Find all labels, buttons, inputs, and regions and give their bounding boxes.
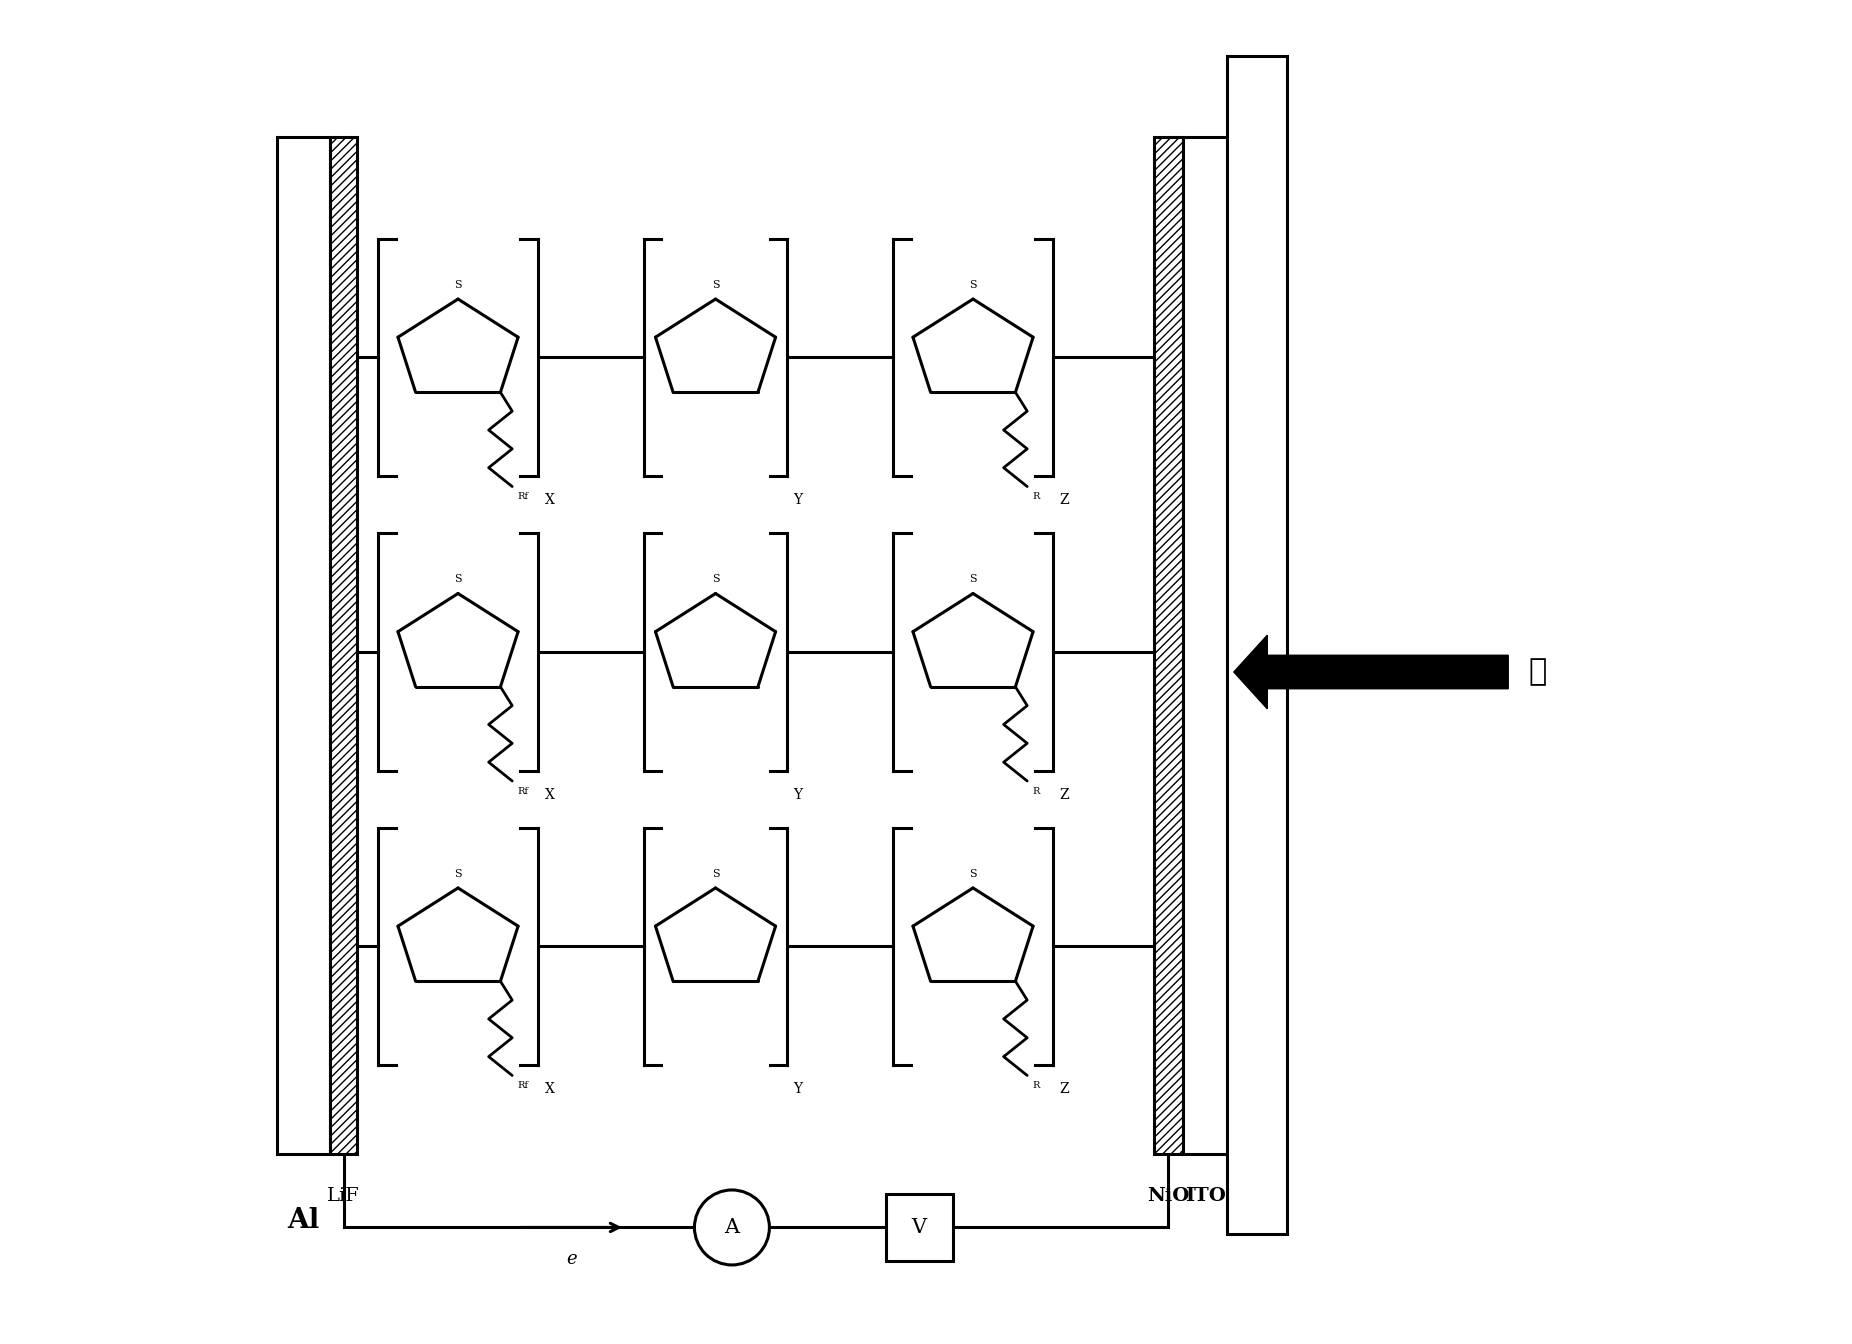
- Text: Z: Z: [1059, 788, 1069, 802]
- Text: Y: Y: [795, 788, 802, 802]
- Text: R: R: [1032, 1082, 1039, 1090]
- Text: S: S: [711, 574, 719, 585]
- Text: A: A: [724, 1218, 739, 1236]
- Text: S: S: [454, 280, 461, 289]
- Text: Y: Y: [795, 1082, 802, 1097]
- Circle shape: [694, 1189, 769, 1265]
- Text: Rf: Rf: [517, 786, 528, 796]
- Bar: [1183, 137, 1228, 1154]
- Text: R: R: [1032, 492, 1039, 501]
- Bar: [1228, 56, 1287, 1234]
- Text: Y: Y: [795, 493, 802, 508]
- Text: Rf: Rf: [517, 1082, 528, 1090]
- Text: X: X: [544, 788, 554, 802]
- Text: S: S: [711, 868, 719, 879]
- Text: S: S: [711, 280, 719, 289]
- Text: Z: Z: [1059, 1082, 1069, 1097]
- Text: S: S: [454, 868, 461, 879]
- FancyArrow shape: [1233, 636, 1508, 708]
- Text: ITO: ITO: [1185, 1187, 1226, 1206]
- Text: X: X: [544, 1082, 554, 1097]
- Text: e: e: [567, 1250, 576, 1267]
- Text: X: X: [544, 493, 554, 508]
- Bar: [276, 137, 330, 1154]
- Text: R: R: [1032, 786, 1039, 796]
- Text: Al: Al: [287, 1207, 320, 1234]
- Text: S: S: [454, 574, 461, 585]
- Text: S: S: [969, 868, 976, 879]
- Bar: [330, 137, 357, 1154]
- Text: LiF: LiF: [328, 1187, 359, 1206]
- Text: 光: 光: [1528, 656, 1546, 688]
- Text: S: S: [969, 574, 976, 585]
- Text: NiO: NiO: [1146, 1187, 1189, 1206]
- Text: S: S: [969, 280, 976, 289]
- Text: Z: Z: [1059, 493, 1069, 508]
- Text: V: V: [911, 1218, 926, 1236]
- Bar: [885, 1193, 952, 1261]
- Text: Rf: Rf: [517, 492, 528, 501]
- Bar: [1154, 137, 1183, 1154]
